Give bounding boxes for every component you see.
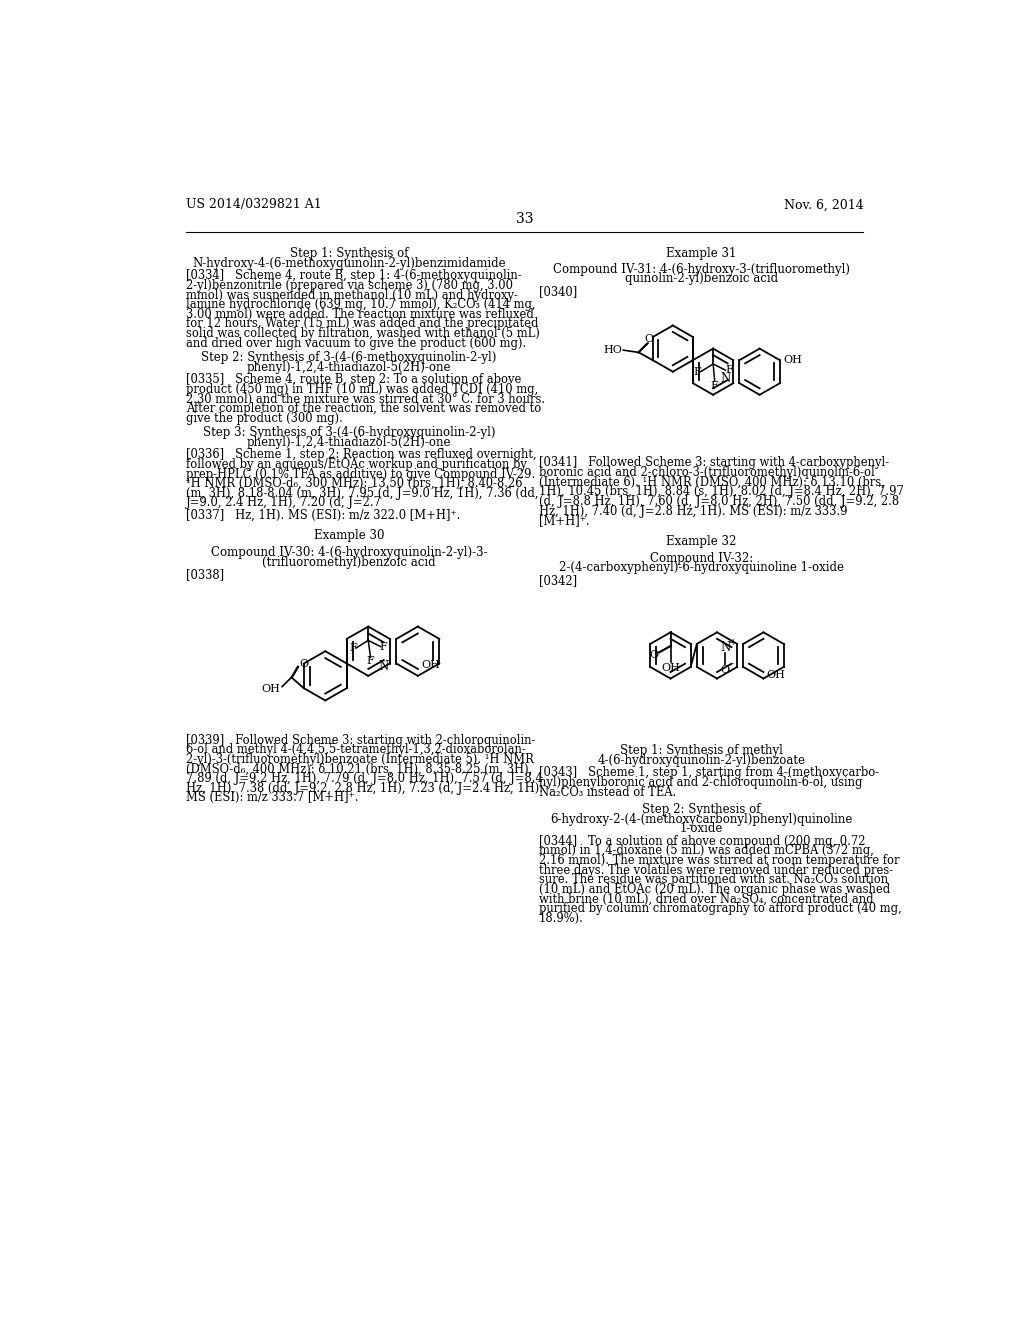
Text: (m, 3H), 8.18-8.04 (m, 3H), 7.95 (d, J=9.0 Hz, 1H), 7.36 (dd,: (m, 3H), 8.18-8.04 (m, 3H), 7.95 (d, J=9… bbox=[186, 487, 539, 500]
Text: lamine hydrochloride (639 mg, 10.7 mmol), K₂CO₃ (414 mg,: lamine hydrochloride (639 mg, 10.7 mmol)… bbox=[186, 298, 536, 312]
Text: US 2014/0329821 A1: US 2014/0329821 A1 bbox=[186, 198, 322, 211]
Text: 33: 33 bbox=[516, 213, 534, 226]
Text: F: F bbox=[367, 656, 375, 667]
Text: O: O bbox=[649, 651, 658, 660]
Text: 6-hydroxy-2-(4-(methoxycarbonyl)phenyl)quinoline: 6-hydroxy-2-(4-(methoxycarbonyl)phenyl)q… bbox=[550, 813, 853, 825]
Text: [0336]   Scheme 1, step 2: Reaction was refluxed overnight,: [0336] Scheme 1, step 2: Reaction was re… bbox=[186, 449, 537, 461]
Text: Na₂CO₃ instead of TEA.: Na₂CO₃ instead of TEA. bbox=[539, 785, 676, 799]
Text: F: F bbox=[711, 380, 719, 391]
Text: [0341]   Followed Scheme 3: starting with 4-carboxyphenyl-: [0341] Followed Scheme 3: starting with … bbox=[539, 457, 889, 470]
Text: N: N bbox=[378, 660, 388, 673]
Text: [M+H]⁺.: [M+H]⁺. bbox=[539, 515, 590, 527]
Text: OH: OH bbox=[421, 660, 440, 669]
Text: 1-oxide: 1-oxide bbox=[680, 822, 723, 836]
Text: phenyl)-1,2,4-thiadiazol-5(2H)-one: phenyl)-1,2,4-thiadiazol-5(2H)-one bbox=[247, 360, 452, 374]
Text: Step 3: Synthesis of 3-(4-(6-hydroxyquinolin-2-yl): Step 3: Synthesis of 3-(4-(6-hydroxyquin… bbox=[203, 426, 496, 440]
Text: N-hydroxy-4-(6-methoxyquinolin-2-yl)benzimidamide: N-hydroxy-4-(6-methoxyquinolin-2-yl)benz… bbox=[193, 256, 506, 269]
Text: Example 32: Example 32 bbox=[667, 535, 736, 548]
Text: three days. The volatiles were removed under reduced pres-: three days. The volatiles were removed u… bbox=[539, 863, 893, 876]
Text: +: + bbox=[729, 638, 737, 647]
Text: Step 1: Synthesis of: Step 1: Synthesis of bbox=[290, 247, 409, 260]
Text: (10 mL) and EtOAc (20 mL). The organic phase was washed: (10 mL) and EtOAc (20 mL). The organic p… bbox=[539, 883, 890, 896]
Text: [0335]   Scheme 4, route B, step 2: To a solution of above: [0335] Scheme 4, route B, step 2: To a s… bbox=[186, 374, 521, 387]
Text: [0343]   Scheme 1, step 1, starting from 4-(methoxycarbo-: [0343] Scheme 1, step 1, starting from 4… bbox=[539, 767, 879, 779]
Text: Step 2: Synthesis of: Step 2: Synthesis of bbox=[642, 803, 761, 816]
Text: Compound IV-30: 4-(6-hydroxyquinolin-2-yl)-3-: Compound IV-30: 4-(6-hydroxyquinolin-2-y… bbox=[211, 546, 487, 560]
Text: (trifluoromethyl)benzoic acid: (trifluoromethyl)benzoic acid bbox=[262, 556, 435, 569]
Text: Example 31: Example 31 bbox=[667, 247, 736, 260]
Text: After completion of the reaction, the solvent was removed to: After completion of the reaction, the so… bbox=[186, 403, 542, 414]
Text: Hz, 1H), 7.40 (d, J=2.8 Hz, 1H). MS (ESI): m/z 333.9: Hz, 1H), 7.40 (d, J=2.8 Hz, 1H). MS (ESI… bbox=[539, 504, 847, 517]
Text: [0337]   Hz, 1H). MS (ESI): m/z 322.0 [M+H]⁺.: [0337] Hz, 1H). MS (ESI): m/z 322.0 [M+H… bbox=[186, 508, 461, 521]
Text: 6-ol and methyl 4-(4,4,5,5-tetramethyl-1,3,2-dioxaborolan-: 6-ol and methyl 4-(4,4,5,5-tetramethyl-1… bbox=[186, 743, 526, 756]
Text: 3.00 mmol) were added. The reaction mixture was refluxed: 3.00 mmol) were added. The reaction mixt… bbox=[186, 308, 534, 321]
Text: boronic acid and 2-chloro-3-(trifluoromethyl)quinolin-6-ol: boronic acid and 2-chloro-3-(trifluorome… bbox=[539, 466, 874, 479]
Text: prep-HPLC (0.1% TFA as additive) to give Compound IV-29.: prep-HPLC (0.1% TFA as additive) to give… bbox=[186, 467, 536, 480]
Text: Compound IV-31: 4-(6-hydroxy-3-(trifluoromethyl): Compound IV-31: 4-(6-hydroxy-3-(trifluor… bbox=[553, 263, 850, 276]
Text: [0334]   Scheme 4, route B, step 1: 4-(6-methoxyquinolin-: [0334] Scheme 4, route B, step 1: 4-(6-m… bbox=[186, 269, 522, 282]
Text: N: N bbox=[721, 372, 731, 385]
Text: phenyl)-1,2,4-thiadiazol-5(2H)-one: phenyl)-1,2,4-thiadiazol-5(2H)-one bbox=[247, 436, 452, 449]
Text: O: O bbox=[721, 664, 730, 675]
Text: 2-yl)-3-(trifluoromethyl)benzoate (Intermediate 5). ¹H NMR: 2-yl)-3-(trifluoromethyl)benzoate (Inter… bbox=[186, 752, 534, 766]
Text: F: F bbox=[726, 366, 733, 375]
Text: OH: OH bbox=[783, 355, 803, 366]
Text: OH: OH bbox=[767, 671, 785, 680]
Text: nyl)phenylboronic acid and 2-chloroquinolin-6-ol, using: nyl)phenylboronic acid and 2-chloroquino… bbox=[539, 776, 862, 789]
Text: Nov. 6, 2014: Nov. 6, 2014 bbox=[783, 198, 863, 211]
Text: 1H), 10.45 (brs, 1H), 8.84 (s, 1H), 8.02 (d, J=8.4 Hz, 2H), 7.97: 1H), 10.45 (brs, 1H), 8.84 (s, 1H), 8.02… bbox=[539, 486, 903, 498]
Text: Compound IV-32:: Compound IV-32: bbox=[650, 552, 753, 565]
Text: with brine (10 mL), dried over Na₂SO₄, concentrated and: with brine (10 mL), dried over Na₂SO₄, c… bbox=[539, 892, 873, 906]
Text: mmol) was suspended in methanol (10 mL) and hydroxy-: mmol) was suspended in methanol (10 mL) … bbox=[186, 289, 518, 301]
Text: 2-(4-carboxyphenyl)-6-hydroxyquinoline 1-oxide: 2-(4-carboxyphenyl)-6-hydroxyquinoline 1… bbox=[559, 561, 844, 574]
Text: 2-yl)benzonitrile (prepared via scheme 3) (780 mg, 3.00: 2-yl)benzonitrile (prepared via scheme 3… bbox=[186, 279, 513, 292]
Text: Step 2: Synthesis of 3-(4-(6-methoxyquinolin-2-yl): Step 2: Synthesis of 3-(4-(6-methoxyquin… bbox=[201, 351, 497, 364]
Text: O: O bbox=[299, 659, 308, 668]
Text: solid was collected by filtration, washed with ethanol (5 mL): solid was collected by filtration, washe… bbox=[186, 327, 540, 341]
Text: J=9.0, 2.4 Hz, 1H), 7.20 (d, J=2.7: J=9.0, 2.4 Hz, 1H), 7.20 (d, J=2.7 bbox=[186, 496, 382, 510]
Text: O: O bbox=[644, 334, 653, 345]
Text: followed by an aqueous/EtOAc workup and purification by: followed by an aqueous/EtOAc workup and … bbox=[186, 458, 527, 471]
Text: for 12 hours. Water (15 mL) was added and the precipitated: for 12 hours. Water (15 mL) was added an… bbox=[186, 317, 539, 330]
Text: give the product (300 mg).: give the product (300 mg). bbox=[186, 412, 343, 425]
Text: quinolin-2-yl)benzoic acid: quinolin-2-yl)benzoic acid bbox=[625, 272, 778, 285]
Text: [0344]   To a solution of above compound (200 mg, 0.72: [0344] To a solution of above compound (… bbox=[539, 834, 865, 847]
Text: sure. The residue was partitioned with sat. Na₂CO₃ solution: sure. The residue was partitioned with s… bbox=[539, 874, 888, 886]
Text: HO: HO bbox=[603, 345, 622, 355]
Text: [0340]: [0340] bbox=[539, 285, 577, 298]
Text: Step 1: Synthesis of methyl: Step 1: Synthesis of methyl bbox=[621, 744, 783, 756]
Text: MS (ESI): m/z 333.7 [M+H]⁺.: MS (ESI): m/z 333.7 [M+H]⁺. bbox=[186, 792, 358, 804]
Text: F: F bbox=[349, 643, 357, 653]
Text: 2.16 mmol). The mixture was stirred at room temperature for: 2.16 mmol). The mixture was stirred at r… bbox=[539, 854, 899, 867]
Text: 2.30 mmol) and the mixture was stirred at 30° C. for 3 hours.: 2.30 mmol) and the mixture was stirred a… bbox=[186, 392, 545, 405]
Text: F: F bbox=[693, 367, 700, 376]
Text: ¹H NMR (DMSO-d₆, 300 MHz): 13.50 (brs, 1H), 8.40-8.26: ¹H NMR (DMSO-d₆, 300 MHz): 13.50 (brs, 1… bbox=[186, 478, 522, 490]
Text: [0342]: [0342] bbox=[539, 574, 577, 587]
Text: Example 30: Example 30 bbox=[313, 529, 384, 541]
Text: 4-(6-hydroxyquinolin-2-yl)benzoate: 4-(6-hydroxyquinolin-2-yl)benzoate bbox=[597, 754, 806, 767]
Text: N: N bbox=[720, 640, 730, 653]
Text: 18.9%).: 18.9%). bbox=[539, 912, 584, 925]
Text: and dried over high vacuum to give the product (600 mg).: and dried over high vacuum to give the p… bbox=[186, 337, 526, 350]
Text: OH: OH bbox=[662, 663, 680, 673]
Text: ⁻: ⁻ bbox=[729, 661, 734, 671]
Text: OH: OH bbox=[261, 684, 280, 694]
Text: Hz, 1H), 7.38 (dd, J=9.2, 2.8 Hz, 1H), 7.23 (d, J=2.4 Hz, 1H).: Hz, 1H), 7.38 (dd, J=9.2, 2.8 Hz, 1H), 7… bbox=[186, 781, 543, 795]
Text: [0338]: [0338] bbox=[186, 569, 224, 581]
Text: (Intermediate 6). ¹H NMR (DMSO, 400 MHz): δ 13.10 (brs,: (Intermediate 6). ¹H NMR (DMSO, 400 MHz)… bbox=[539, 475, 885, 488]
Text: mmol) in 1,4-dioxane (5 mL) was added mCPBA (372 mg,: mmol) in 1,4-dioxane (5 mL) was added mC… bbox=[539, 845, 873, 858]
Text: (d, J=8.8 Hz, 1H), 7.60 (d, J=8.0 Hz, 2H), 7.50 (dd, J=9.2, 2.8: (d, J=8.8 Hz, 1H), 7.60 (d, J=8.0 Hz, 2H… bbox=[539, 495, 899, 508]
Text: (DMSO-d₆, 400 MHz): δ 10.21 (brs, 1H), 8.35-8.25 (m, 3H),: (DMSO-d₆, 400 MHz): δ 10.21 (brs, 1H), 8… bbox=[186, 763, 532, 775]
Text: purified by column chromatography to afford product (40 mg,: purified by column chromatography to aff… bbox=[539, 903, 901, 915]
Text: F: F bbox=[379, 642, 387, 652]
Text: [0339]   Followed Scheme 3: starting with 2-chloroquinolin-: [0339] Followed Scheme 3: starting with … bbox=[186, 734, 536, 747]
Text: product (450 mg) in THF (10 mL) was added TCDI (410 mg,: product (450 mg) in THF (10 mL) was adde… bbox=[186, 383, 539, 396]
Text: 7.89 (d, J=9.2 Hz, 1H), 7.79 (d, J=8.0 Hz, 1H), 7.57 (d, J=8.4: 7.89 (d, J=9.2 Hz, 1H), 7.79 (d, J=8.0 H… bbox=[186, 772, 543, 785]
